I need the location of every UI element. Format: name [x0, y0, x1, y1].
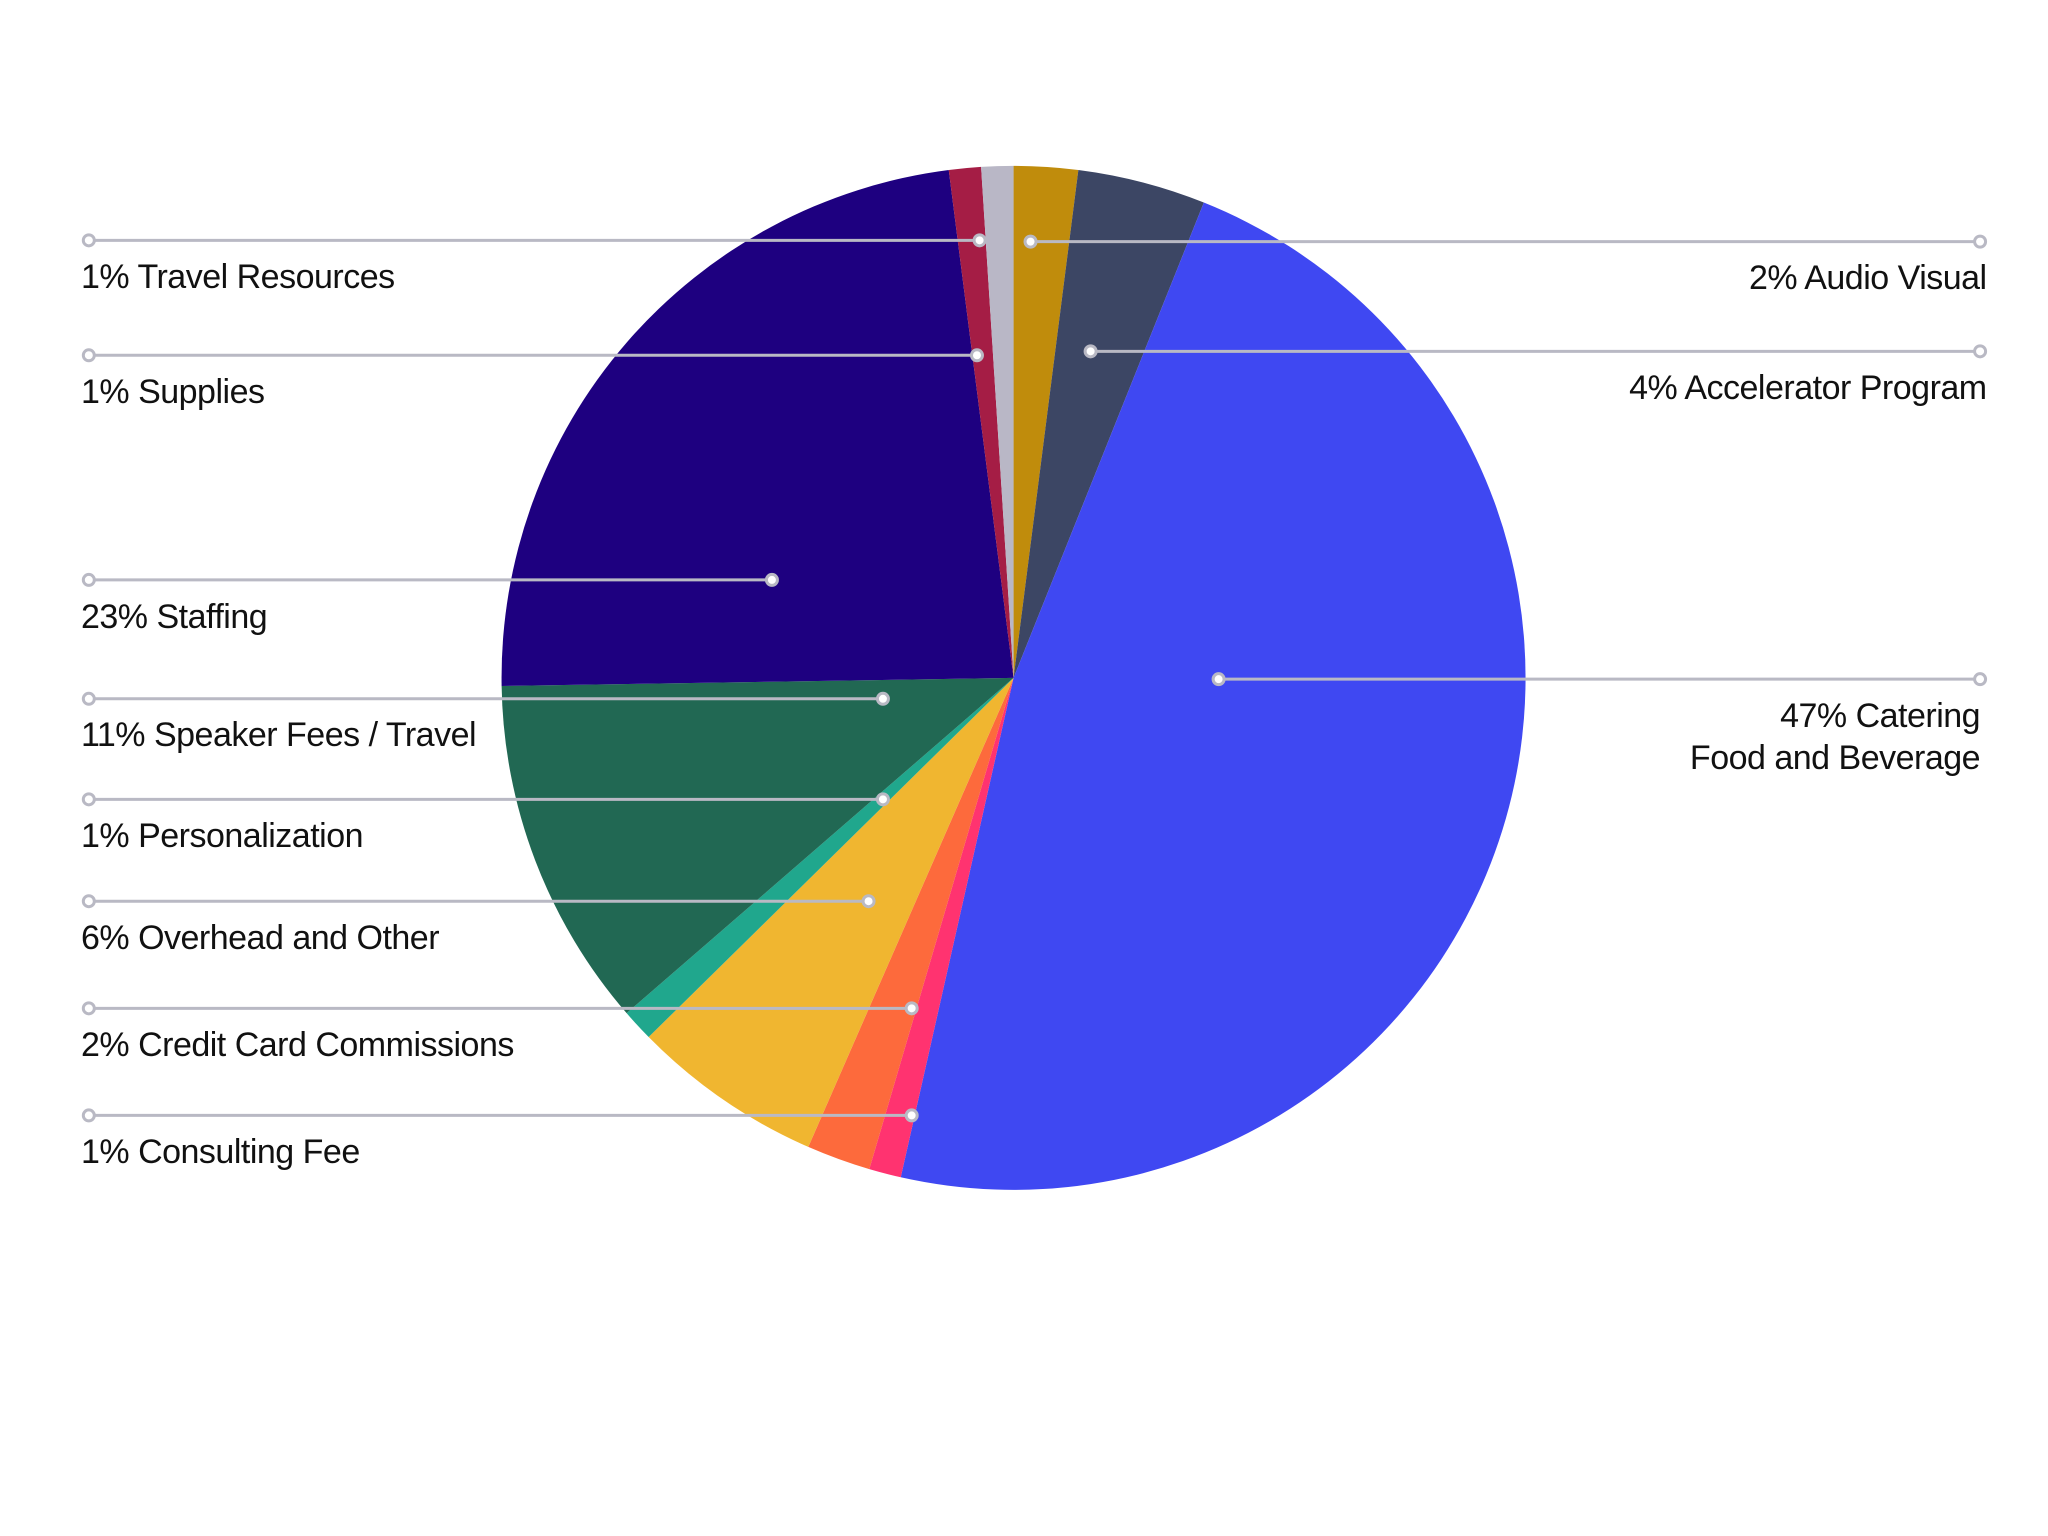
pie-slice [981, 165, 1014, 678]
category-label: Accelerator Program [1684, 369, 1987, 408]
pie-slice [648, 677, 1014, 1147]
pie-slice [501, 677, 1014, 1014]
value-label: 1% [80, 1133, 130, 1172]
value-label: 2% [80, 1026, 130, 1064]
slice-label: 1% Personalization [80, 815, 364, 857]
value-label: 1% [80, 258, 130, 296]
category-label: Audio Visual [1804, 259, 1987, 298]
leader-dot [81, 691, 96, 706]
slice-label: 1% Supplies [81, 371, 265, 413]
slice-label: 6% Overhead and Other [80, 917, 440, 959]
leader-dot [81, 1108, 96, 1123]
value-label: 1% [80, 372, 130, 411]
leader-dot [861, 894, 876, 909]
pie-slice [626, 677, 1014, 1038]
slice-label: 47% Catering Food and Beverage [1689, 695, 1981, 779]
leader-dot [1211, 672, 1226, 687]
category-label: Catering Food and Beverage [1689, 696, 1981, 777]
pie-slice [1013, 165, 1079, 678]
leader-dot [81, 233, 96, 248]
leader-dot [904, 1001, 919, 1016]
value-label: 6% [80, 918, 130, 957]
leader-dot [1973, 344, 1988, 359]
pie-slice [900, 202, 1526, 1190]
category-label: Consulting Fee [138, 1133, 360, 1172]
value-label: 2% [1749, 259, 1798, 298]
slice-label: 2% Audio Visual [1749, 257, 1987, 299]
slice-label: 23% Staffing [80, 596, 268, 638]
pie-slice [501, 169, 1014, 687]
slice-label: 1% Travel Resources [81, 256, 395, 298]
pie-slice [869, 677, 1014, 1178]
leader-dot [875, 691, 890, 706]
leader-dot [81, 792, 96, 807]
pie-slice [808, 677, 1014, 1170]
leader-dot [1023, 234, 1038, 249]
leader-dot [875, 792, 890, 807]
leader-dot [764, 572, 779, 587]
leader-dot [81, 1001, 96, 1016]
leader-dot [81, 572, 96, 587]
category-label: Credit Card Commissions [138, 1026, 514, 1064]
pie-slice [1013, 169, 1204, 678]
leader-dot [969, 348, 984, 363]
leader-dot [81, 348, 96, 363]
value-label: 47% [1780, 696, 1847, 735]
leader-dot [1973, 234, 1988, 249]
value-label: 11% [80, 716, 146, 755]
leader-dot [904, 1108, 919, 1123]
value-label: 23% [80, 597, 148, 636]
leader-dot [81, 894, 96, 909]
value-label: 1% [80, 817, 130, 856]
category-label: Staffing [156, 597, 268, 636]
leader-dot [1083, 344, 1098, 359]
slice-label: 1% Consulting Fee [81, 1131, 360, 1173]
pie-slice [948, 166, 1014, 678]
category-label: Speaker Fees / Travel [153, 716, 477, 755]
category-label: Overhead and Other [138, 918, 440, 957]
category-label: Travel Resources [137, 258, 395, 296]
category-label: Supplies [138, 372, 265, 411]
leader-dot [1973, 672, 1988, 687]
slice-label: 4% Accelerator Program [1629, 367, 1987, 409]
slice-label: 2% Credit Card Commissions [81, 1024, 514, 1066]
category-label: Personalization [138, 817, 364, 856]
slice-label: 11% Speaker Fees / Travel [80, 714, 477, 756]
leader-dot [972, 233, 987, 248]
value-label: 4% [1629, 369, 1678, 408]
